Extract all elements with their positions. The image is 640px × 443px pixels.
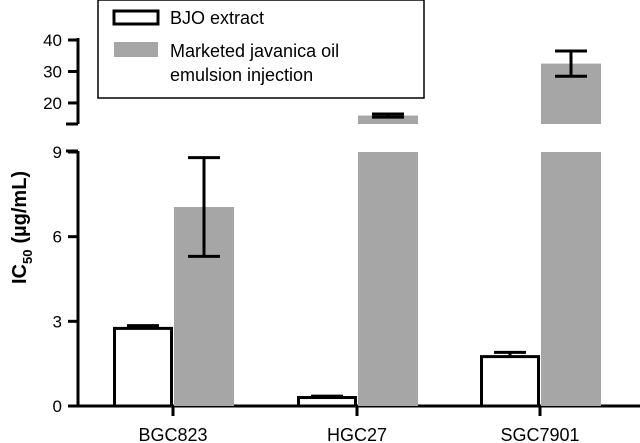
y-axis-title: IC50 (µg/mL) <box>9 171 35 284</box>
bar-hgc27-marketed-upper <box>358 115 418 124</box>
legend-swatch-bjo <box>112 9 160 26</box>
y-tick-label-lower-1: 3 <box>53 312 62 331</box>
legend-label-bjo: BJO extract <box>170 8 264 28</box>
bar-hgc27-bjo <box>297 396 357 408</box>
x-tick-label-1: HGC27 <box>327 425 387 443</box>
legend-label-marketed: Marketed javanica oil emulsion injection <box>170 41 344 85</box>
bar-hgc27-marketed-lower <box>358 152 418 406</box>
y-axis-title-main: IC <box>9 264 31 284</box>
legend: BJO extract Marketed javanica oil emulsi… <box>97 0 425 99</box>
x-tick-label-0: BGC823 <box>138 425 207 443</box>
bar-bgc823-bjo <box>113 326 173 408</box>
y-tick-label-upper-1: 30 <box>43 62 62 81</box>
x-tick-label-2: SGC7901 <box>500 425 579 443</box>
legend-label-marketed-line1: Marketed javanica oil <box>170 41 339 61</box>
bar-sgc7901-bjo <box>480 355 540 408</box>
y-tick-label-upper-2: 40 <box>43 31 62 50</box>
bar-sgc7901-marketed-lower <box>541 152 601 406</box>
y-tick-label-lower-2: 6 <box>53 228 62 247</box>
y-tick-label-upper-0: 20 <box>43 94 62 113</box>
y-tick-label-lower-3: 9 <box>53 143 62 162</box>
legend-swatch-marketed <box>114 42 158 57</box>
y-axis-title-subscript: 50 <box>20 250 35 264</box>
y-axis-title-unit: (µg/mL) <box>9 171 31 244</box>
y-axis: 0 3 6 9 20 30 40 <box>43 31 80 416</box>
y-tick-label-lower-0: 0 <box>53 397 62 416</box>
legend-label-marketed-line2: emulsion injection <box>170 65 313 85</box>
